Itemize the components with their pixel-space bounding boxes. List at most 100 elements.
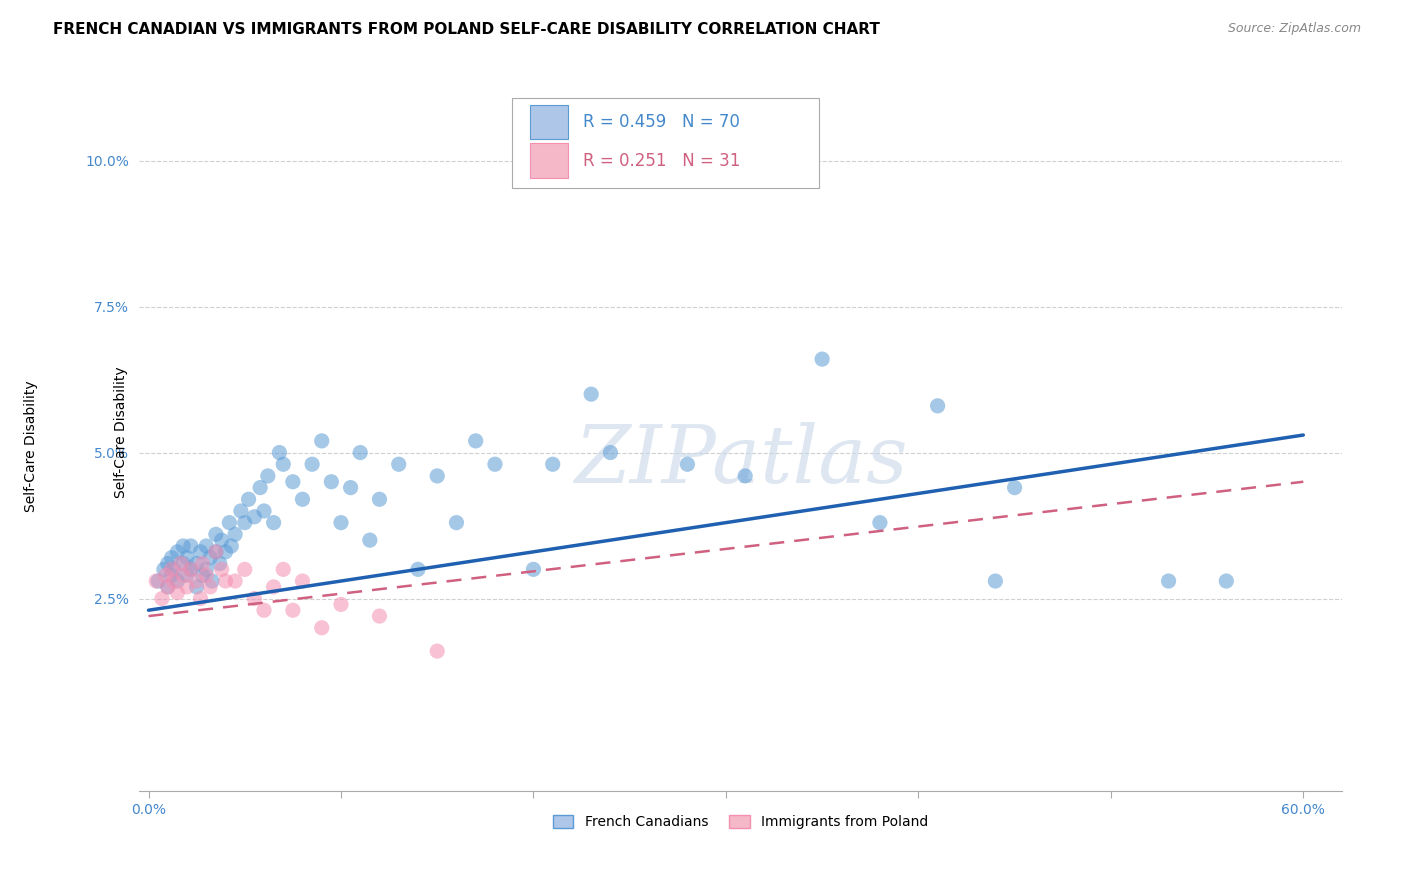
Point	[311, 434, 333, 448]
Point	[214, 574, 236, 588]
Point	[172, 557, 194, 571]
Point	[160, 562, 183, 576]
Point	[263, 516, 285, 530]
Text: R = 0.459   N = 70: R = 0.459 N = 70	[582, 112, 740, 131]
Point	[170, 557, 193, 571]
Point	[218, 516, 240, 530]
Point	[811, 352, 834, 367]
Point	[195, 568, 218, 582]
Point	[257, 469, 280, 483]
Point	[155, 568, 177, 582]
Point	[180, 539, 202, 553]
Point	[224, 574, 246, 588]
Point	[166, 545, 188, 559]
Text: FRENCH CANADIAN VS IMMIGRANTS FROM POLAND SELF-CARE DISABILITY CORRELATION CHART: FRENCH CANADIAN VS IMMIGRANTS FROM POLAN…	[53, 22, 880, 37]
Point	[186, 580, 208, 594]
Point	[156, 580, 179, 594]
Point	[233, 516, 256, 530]
Point	[172, 539, 194, 553]
Point	[339, 481, 361, 495]
Point	[426, 469, 449, 483]
Point	[330, 516, 353, 530]
Point	[869, 516, 891, 530]
Point	[311, 621, 333, 635]
Point	[205, 545, 228, 559]
Point	[271, 562, 294, 576]
Point	[211, 562, 233, 576]
Point	[927, 399, 949, 413]
Point	[166, 574, 188, 588]
Point	[291, 574, 314, 588]
Point	[180, 562, 202, 576]
Point	[426, 644, 449, 658]
Y-axis label: Self-Care Disability: Self-Care Disability	[114, 367, 128, 498]
Point	[321, 475, 343, 489]
Point	[522, 562, 544, 576]
Point	[243, 591, 266, 606]
Point	[191, 568, 214, 582]
Point	[229, 504, 252, 518]
Bar	[530, 104, 568, 139]
Point	[211, 533, 233, 548]
Point	[205, 527, 228, 541]
Text: Self-Care Disability: Self-Care Disability	[24, 380, 38, 512]
Point	[146, 574, 169, 588]
Point	[484, 457, 506, 471]
Point	[464, 434, 486, 448]
Point	[176, 550, 198, 565]
Point	[238, 492, 260, 507]
Point	[156, 580, 179, 594]
Point	[281, 603, 304, 617]
Point	[349, 445, 371, 459]
Text: ZIPatlas: ZIPatlas	[574, 422, 907, 500]
Text: Source: ZipAtlas.com: Source: ZipAtlas.com	[1227, 22, 1361, 36]
Point	[160, 550, 183, 565]
Point	[145, 574, 167, 588]
Point	[205, 545, 228, 559]
Point	[1215, 574, 1237, 588]
Point	[541, 457, 564, 471]
Point	[1157, 574, 1180, 588]
Bar	[530, 144, 568, 178]
Point	[271, 457, 294, 471]
Point	[291, 492, 314, 507]
Point	[198, 580, 221, 594]
Point	[579, 387, 602, 401]
Point	[208, 557, 231, 571]
Point	[195, 539, 218, 553]
Point	[186, 574, 208, 588]
Point	[172, 568, 194, 582]
Point	[186, 557, 208, 571]
Point	[301, 457, 323, 471]
Point	[190, 591, 212, 606]
Point	[224, 527, 246, 541]
Point	[219, 539, 242, 553]
Point	[150, 591, 173, 606]
Point	[281, 475, 304, 489]
Text: R = 0.251   N = 31: R = 0.251 N = 31	[582, 152, 740, 169]
Point	[263, 580, 285, 594]
Point	[269, 445, 291, 459]
Point	[253, 504, 276, 518]
Point	[233, 562, 256, 576]
Point	[160, 568, 183, 582]
Point	[176, 580, 198, 594]
Point	[156, 557, 179, 571]
Point	[201, 574, 224, 588]
Point	[406, 562, 429, 576]
Point	[359, 533, 381, 548]
Point	[984, 574, 1007, 588]
Legend: French Canadians, Immigrants from Poland: French Canadians, Immigrants from Poland	[547, 810, 934, 835]
Point	[198, 550, 221, 565]
Point	[368, 492, 391, 507]
Point	[388, 457, 411, 471]
FancyBboxPatch shape	[512, 98, 818, 188]
Point	[243, 509, 266, 524]
Point	[249, 481, 271, 495]
Point	[1004, 481, 1026, 495]
Point	[153, 562, 176, 576]
Point	[162, 574, 184, 588]
Point	[166, 585, 188, 599]
Point	[190, 545, 212, 559]
Point	[176, 568, 198, 582]
